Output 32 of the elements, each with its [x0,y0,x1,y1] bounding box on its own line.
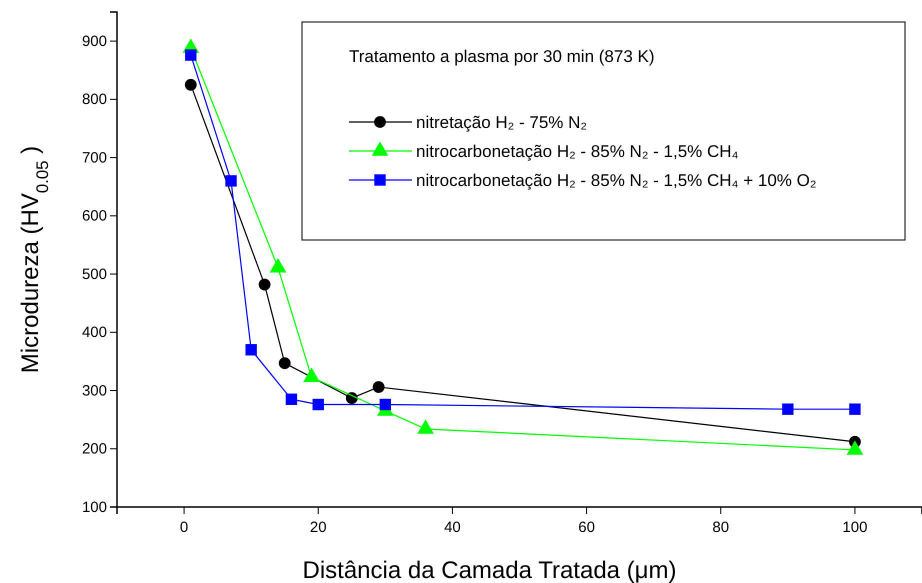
point [184,78,197,91]
y-tick-label: 700 [82,149,107,166]
x-tick-label: 100 [842,519,868,536]
x-tick-label: 80 [712,519,730,536]
legend-title: Tratamento a plasma por 30 min (873 K) [349,47,655,66]
y-tick-label: 500 [82,266,107,283]
y-tick-label: 600 [82,208,107,225]
legend-label: nitrocarbonetação H₂ - 85% N₂ - 1,5% CH₄ + 10% O₂ [416,171,816,190]
point [185,49,196,61]
y-tick-label: 400 [82,324,107,342]
point [278,357,291,370]
x-tick-label: 20 [310,519,327,536]
point [380,398,392,410]
y-tick-label: 300 [82,382,107,400]
legend-label: nitretação H₂ - 75% N₂ [416,113,587,132]
legend-label: nitrocarbonetação H₂ - 85% N₂ - 1,5% CH₄ [416,142,739,161]
point [258,278,270,290]
point [312,398,324,410]
y-tick-label: 200 [82,440,107,458]
y-tick-label: 100 [82,498,107,516]
y-tick-label: 900 [82,32,107,50]
point [286,394,298,405]
x-axis-title: Distância da Camada Tratada (μm) [302,557,676,583]
x-tick-label: 0 [180,519,188,536]
point [245,344,257,356]
point [782,403,794,415]
point [225,175,237,187]
x-tick-label: 40 [444,519,461,536]
point [849,403,861,415]
y-tick-label: 800 [82,91,107,108]
point [372,381,385,393]
x-tick-label: 60 [578,519,595,536]
